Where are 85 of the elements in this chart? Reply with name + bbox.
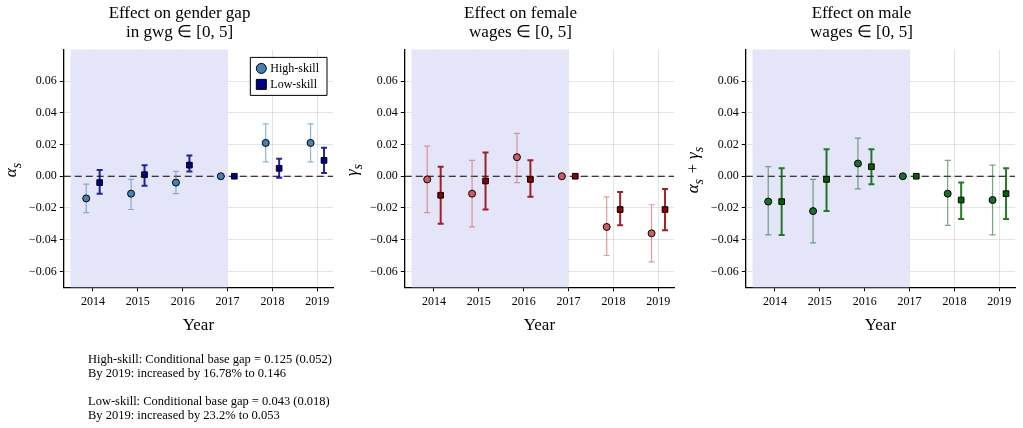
legend-label: High-skill — [270, 60, 320, 75]
point — [809, 207, 818, 216]
legend-label: Low-skill — [270, 76, 318, 91]
point — [1002, 190, 1010, 197]
y-tick-label: −0.04 — [710, 231, 739, 246]
point — [661, 206, 669, 213]
y-tick-label: 0.04 — [717, 104, 739, 119]
point — [186, 161, 193, 169]
point — [171, 178, 180, 187]
point — [988, 196, 997, 205]
x-axis-title: Year — [864, 315, 897, 335]
point — [320, 157, 328, 164]
y-tick-label: 0.06 — [376, 73, 398, 88]
y-tick-label: 0.02 — [376, 136, 398, 151]
point — [647, 229, 656, 238]
y-tick-label: −0.02 — [28, 200, 57, 215]
point — [437, 191, 444, 199]
y-tick-label: −0.02 — [369, 200, 398, 215]
point — [261, 138, 270, 147]
x-tick-label: 2017 — [556, 293, 581, 308]
chart-title: Effect on gender gap in gwg ∈ [0, 5] — [108, 2, 251, 41]
point — [423, 175, 432, 184]
y-tick-label: 0.06 — [717, 73, 739, 88]
y-tick-label: −0.02 — [710, 200, 739, 215]
point — [912, 172, 920, 180]
x-tick-label: 2014 — [762, 293, 787, 308]
x-tick-label: 2018 — [942, 293, 967, 308]
point — [96, 179, 103, 186]
y-tick-label: −0.06 — [28, 263, 57, 278]
point — [957, 196, 965, 204]
point — [127, 189, 136, 198]
point — [82, 194, 91, 203]
x-tick-label: 2015 — [466, 293, 491, 308]
y-tick-label: 0.00 — [376, 168, 398, 183]
chart-title: Effect on male wages ∈ [0, 5] — [810, 2, 913, 41]
point — [275, 164, 283, 172]
x-tick-label: 2017 — [897, 293, 922, 308]
y-tick-label: 0.02 — [717, 136, 739, 151]
y-tick-label: 0.00 — [717, 168, 739, 183]
x-tick-label: 2019 — [305, 293, 330, 308]
y-tick-label: −0.04 — [28, 231, 57, 246]
point — [853, 159, 862, 168]
text: Low-skill: Conditional base gap = 0.043 (0.018) By 2019: increased by 23.2% to 0.053 — [88, 394, 331, 422]
point — [571, 172, 579, 180]
y-tick-label: −0.06 — [369, 263, 398, 278]
point — [468, 189, 477, 198]
chart-title: Effect on female wages ∈ [0, 5] — [464, 2, 577, 41]
point — [216, 172, 225, 181]
point — [527, 176, 534, 183]
x-tick-label: 2018 — [260, 293, 285, 308]
x-tick-label: 2014 — [421, 293, 446, 308]
point — [764, 197, 773, 206]
y-tick-label: 0.04 — [376, 104, 398, 119]
point — [898, 172, 907, 181]
x-tick-label: 2016 — [511, 293, 536, 308]
x-tick-label: 2016 — [170, 293, 195, 308]
x-tick-label: 2019 — [646, 293, 671, 308]
y-tick-label: 0.00 — [35, 168, 57, 183]
x-tick-label: 2015 — [807, 293, 832, 308]
y-tick-label: 0.06 — [35, 73, 57, 88]
point — [557, 172, 566, 181]
x-tick-label: 2019 — [987, 293, 1012, 308]
point — [778, 198, 785, 205]
point — [602, 222, 611, 231]
x-tick-label: 2017 — [215, 293, 240, 308]
text: High-skill: Conditional base gap = 0.125 (0.052) By 2019: increased by 16.78% to 0.146 — [88, 352, 333, 380]
x-tick-label: 2015 — [125, 293, 150, 308]
point — [230, 172, 238, 180]
x-tick-label: 2016 — [852, 293, 877, 308]
y-tick-label: 0.04 — [35, 104, 57, 119]
y-tick-label: 0.02 — [35, 136, 57, 151]
x-tick-label: 2014 — [80, 293, 105, 308]
y-tick-label: −0.04 — [369, 231, 398, 246]
point — [306, 138, 315, 147]
y-tick-label: −0.06 — [710, 263, 739, 278]
point — [512, 153, 521, 162]
point — [141, 171, 148, 178]
point — [482, 177, 489, 185]
x-axis-title: Year — [182, 315, 215, 335]
point — [943, 189, 952, 198]
point — [823, 176, 830, 183]
x-axis-title: Year — [523, 315, 556, 335]
point — [616, 206, 624, 213]
x-tick-label: 2018 — [601, 293, 626, 308]
point — [868, 163, 875, 171]
